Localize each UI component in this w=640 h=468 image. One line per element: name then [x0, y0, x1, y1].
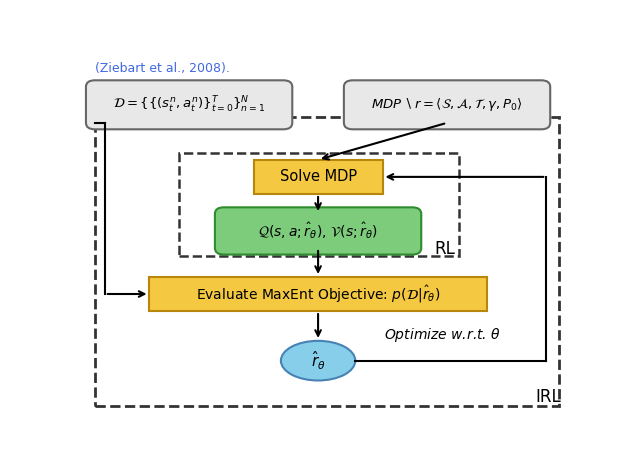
FancyBboxPatch shape — [86, 80, 292, 129]
Text: Optimize w.r.t. $\theta$: Optimize w.r.t. $\theta$ — [383, 327, 500, 344]
Text: Evaluate MaxEnt Objective: $p(\mathcal{D}|\hat{r}_\theta)$: Evaluate MaxEnt Objective: $p(\mathcal{D… — [196, 284, 440, 305]
FancyBboxPatch shape — [253, 160, 383, 194]
FancyBboxPatch shape — [150, 277, 487, 311]
Text: $\mathcal{D} = \{\{(s_t^n, a_t^n)\}_{t=0}^{T}\}_{n=1}^{N}$: $\mathcal{D} = \{\{(s_t^n, a_t^n)\}_{t=0… — [113, 95, 265, 115]
Text: IRL: IRL — [536, 388, 561, 406]
Text: RL: RL — [434, 240, 455, 258]
Text: (Ziebart et al., 2008).: (Ziebart et al., 2008). — [95, 62, 230, 74]
Text: $\hat{r}_\theta$: $\hat{r}_\theta$ — [310, 349, 326, 372]
Ellipse shape — [281, 341, 355, 380]
FancyBboxPatch shape — [344, 80, 550, 129]
Text: $\mathcal{Q}(s, a; \hat{r}_\theta),\, \mathcal{V}(s; \hat{r}_\theta)$: $\mathcal{Q}(s, a; \hat{r}_\theta),\, \m… — [258, 220, 378, 241]
FancyBboxPatch shape — [215, 207, 421, 255]
Text: $MDP\setminus r = \langle \mathcal{S}, \mathcal{A}, \mathcal{T}, \gamma, P_0 \ra: $MDP\setminus r = \langle \mathcal{S}, \… — [371, 96, 523, 113]
Text: Solve MDP: Solve MDP — [280, 169, 356, 184]
